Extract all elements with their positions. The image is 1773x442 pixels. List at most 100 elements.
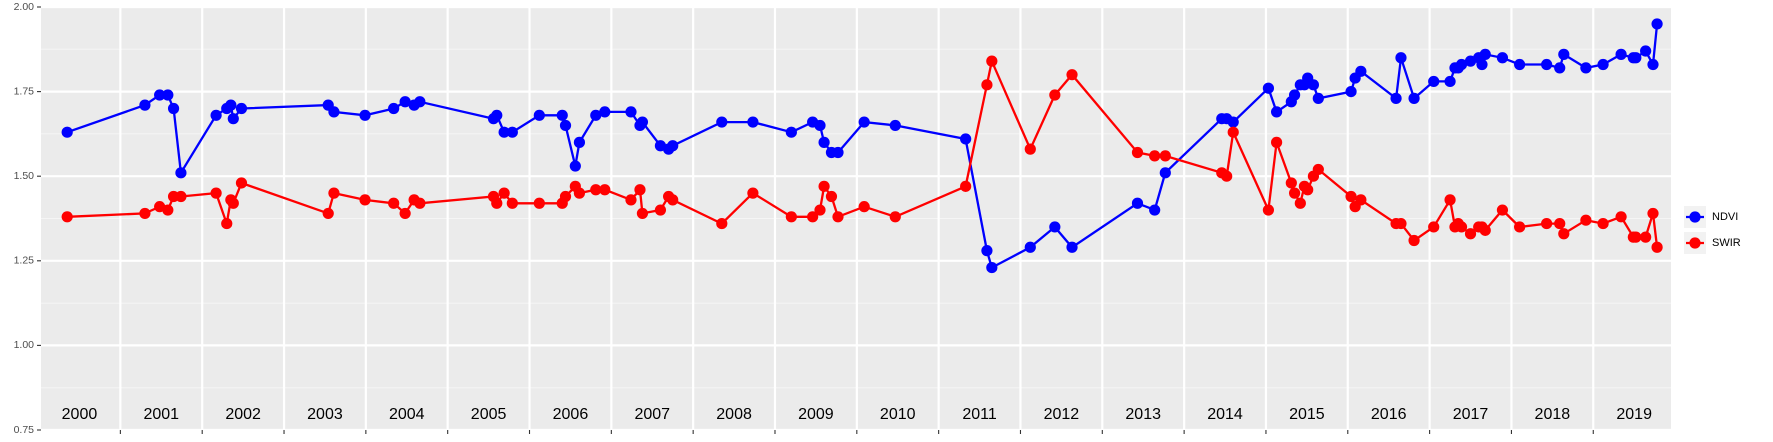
- data-point: [960, 133, 972, 145]
- legend-marker: [1689, 211, 1701, 223]
- legend-label: NDVI: [1712, 211, 1738, 223]
- data-point: [599, 184, 611, 196]
- data-point: [1312, 163, 1324, 176]
- data-point: [1066, 69, 1078, 81]
- data-point: [1395, 52, 1407, 64]
- data-point: [1227, 126, 1239, 138]
- y-tick-label: 1.00: [14, 339, 35, 351]
- data-point: [981, 245, 993, 257]
- y-tick-label: 1.50: [14, 170, 35, 182]
- data-point: [807, 211, 819, 223]
- x-tick-label: 2016: [1371, 406, 1407, 423]
- data-point: [1024, 143, 1036, 155]
- data-point: [139, 207, 151, 220]
- data-point: [625, 194, 637, 206]
- data-point: [785, 211, 797, 223]
- data-point: [1428, 75, 1440, 88]
- x-tick-label: 2003: [307, 406, 343, 423]
- data-point: [1345, 86, 1357, 98]
- data-point: [1131, 197, 1144, 209]
- data-point: [1395, 217, 1407, 230]
- x-tick-label: 2013: [1125, 406, 1161, 423]
- data-point: [825, 190, 838, 203]
- data-point: [986, 55, 998, 67]
- data-point: [1541, 217, 1553, 230]
- data-point: [235, 102, 248, 115]
- data-point: [162, 89, 174, 101]
- data-point: [981, 79, 993, 91]
- data-point: [747, 187, 759, 199]
- data-point: [590, 109, 602, 121]
- data-point: [559, 190, 572, 203]
- data-point: [1615, 48, 1627, 60]
- data-point: [1580, 62, 1592, 74]
- data-point: [667, 140, 679, 152]
- data-point: [1066, 241, 1078, 253]
- x-tick-label: 2010: [880, 406, 916, 423]
- data-point: [139, 99, 151, 111]
- data-point: [154, 89, 166, 101]
- data-point: [1455, 221, 1468, 233]
- data-point: [1455, 58, 1468, 71]
- x-tick-label: 2004: [389, 406, 425, 423]
- x-tick-label: 2009: [798, 406, 834, 423]
- data-point: [1554, 217, 1566, 230]
- data-point: [1630, 231, 1642, 243]
- x-tick-label: 2005: [471, 406, 507, 423]
- data-point: [1640, 231, 1652, 243]
- data-point: [414, 96, 426, 108]
- data-point: [498, 126, 510, 138]
- data-point: [359, 194, 371, 206]
- data-point: [569, 160, 581, 172]
- data-point: [832, 146, 844, 159]
- data-point: [1227, 116, 1239, 128]
- data-point: [1558, 48, 1570, 60]
- data-point: [1262, 204, 1275, 216]
- x-tick-label: 2006: [553, 406, 589, 423]
- data-point: [1479, 224, 1491, 236]
- data-point: [590, 184, 602, 196]
- data-point: [491, 109, 503, 121]
- data-point: [210, 109, 222, 121]
- data-point: [1476, 58, 1488, 71]
- data-point: [1288, 89, 1301, 101]
- data-point: [533, 109, 545, 121]
- data-point: [814, 119, 826, 132]
- data-point: [414, 197, 426, 209]
- data-point: [1049, 89, 1061, 101]
- data-point: [1514, 221, 1526, 233]
- x-tick-label: 2012: [1044, 406, 1080, 423]
- data-point: [1444, 194, 1456, 206]
- data-point: [556, 109, 568, 121]
- data-point: [1345, 190, 1357, 203]
- data-point: [210, 187, 222, 199]
- x-tick-label: 2000: [62, 406, 98, 423]
- x-tick-label: 2001: [143, 406, 179, 423]
- data-point: [785, 126, 797, 138]
- data-point: [889, 119, 901, 132]
- data-point: [747, 116, 759, 128]
- data-point: [175, 190, 187, 203]
- data-point: [1159, 167, 1171, 179]
- data-point: [399, 96, 411, 108]
- data-point: [636, 116, 649, 128]
- data-point: [960, 180, 972, 192]
- data-point: [1131, 146, 1144, 159]
- data-point: [559, 119, 572, 132]
- data-point: [1558, 228, 1570, 240]
- data-point: [818, 180, 830, 192]
- x-tick-label: 2011: [962, 406, 997, 423]
- data-point: [61, 211, 73, 223]
- data-point: [716, 116, 728, 128]
- data-point: [1651, 18, 1663, 30]
- data-point: [1149, 204, 1161, 216]
- data-point: [1580, 214, 1592, 226]
- data-point: [1294, 197, 1306, 209]
- data-point: [1651, 241, 1663, 253]
- data-point: [1647, 207, 1659, 220]
- data-point: [818, 136, 830, 148]
- data-point: [1597, 217, 1609, 230]
- data-point: [832, 211, 844, 223]
- data-point: [1307, 79, 1320, 91]
- data-point: [1408, 234, 1420, 247]
